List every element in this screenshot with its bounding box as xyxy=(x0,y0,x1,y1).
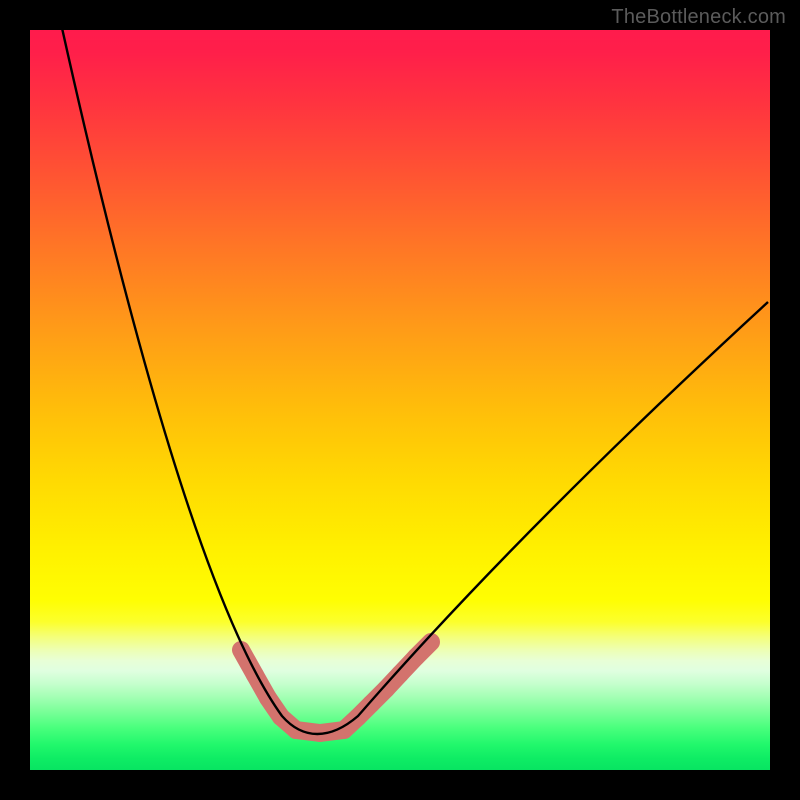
plot-background xyxy=(30,30,770,770)
chart-svg xyxy=(0,0,800,800)
chart-frame: TheBottleneck.com xyxy=(0,0,800,800)
watermark-text: TheBottleneck.com xyxy=(611,6,786,29)
